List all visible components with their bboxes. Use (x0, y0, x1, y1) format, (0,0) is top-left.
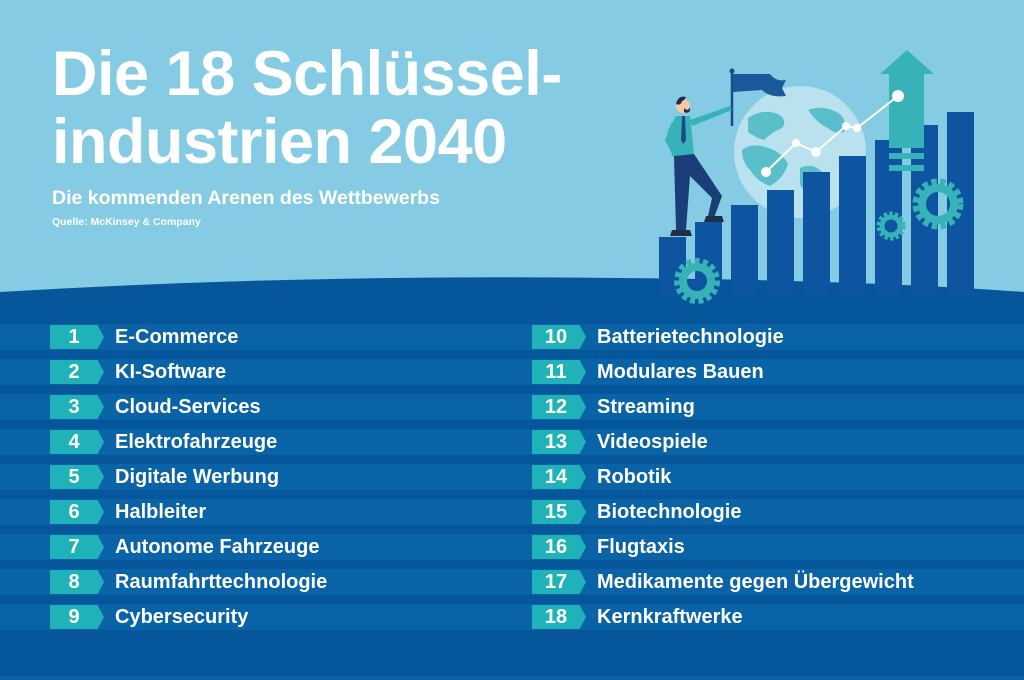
industry-name: Kernkraftwerke (597, 605, 743, 628)
rank-badge: 6 (50, 500, 104, 524)
list-item: 1 E-Commerce (50, 324, 238, 350)
list-item: 16 Flugtaxis (532, 534, 685, 560)
industry-name: Flugtaxis (597, 535, 685, 558)
industry-name: Cloud-Services (115, 395, 261, 418)
globe-icon (734, 86, 866, 218)
illustration-bar (803, 172, 830, 297)
list-item: 11 Modulares Bauen (532, 359, 764, 385)
rank-badge: 14 (532, 465, 586, 489)
trend-line-icon (761, 90, 904, 177)
industry-name: E-Commerce (115, 325, 239, 348)
industry-name: Streaming (597, 395, 695, 418)
title-line-1: Die 18 Schlüssel- (52, 39, 562, 109)
list-item: 6 Halbleiter (50, 499, 206, 525)
rank-badge: 4 (50, 430, 104, 454)
page-title: Die 18 Schlüssel- industrien 2040 (52, 40, 562, 176)
illustration-bar (767, 190, 794, 297)
rank-badge: 11 (532, 360, 586, 384)
industry-name: Batterietechnologie (597, 325, 784, 348)
rank-badge: 12 (532, 395, 586, 419)
list-item: 12 Streaming (532, 394, 695, 420)
list-item: 3 Cloud-Services (50, 394, 261, 420)
flag-icon (729, 68, 786, 126)
gear-icon (674, 178, 964, 304)
title-line-2: industrien 2040 (52, 107, 507, 177)
list-item: 4 Elektrofahrzeuge (50, 429, 277, 455)
list-item: 13 Videospiele (532, 429, 708, 455)
industry-name: Elektrofahrzeuge (115, 430, 278, 453)
rank-badge: 13 (532, 430, 586, 454)
industry-name: Biotechnologie (597, 500, 742, 523)
industry-name: Cybersecurity (115, 605, 249, 628)
list-item: 7 Autonome Fahrzeuge (50, 534, 319, 560)
rank-badge: 10 (532, 325, 586, 349)
industry-name: KI-Software (115, 360, 227, 383)
industry-name: Digitale Werbung (115, 465, 280, 488)
industry-name: Modulares Bauen (597, 360, 764, 383)
list-item: 10 Batterietechnologie (532, 324, 784, 350)
rank-badge: 15 (532, 500, 586, 524)
industry-name: Videospiele (597, 430, 708, 453)
list-item: 5 Digitale Werbung (50, 464, 279, 490)
industry-name: Medikamente gegen Übergewicht (597, 570, 914, 593)
bottom-band (0, 676, 1024, 680)
source-credit: Quelle: McKinsey & Company (52, 216, 201, 228)
rank-badge: 9 (50, 605, 104, 629)
rank-badge: 3 (50, 395, 104, 419)
rank-badge: 2 (50, 360, 104, 384)
subtitle: Die kommenden Arenen des Wettbewerbs (52, 187, 440, 209)
rank-badge: 17 (532, 570, 586, 594)
list-item: 15 Biotechnologie (532, 499, 741, 525)
industry-name: Halbleiter (115, 500, 207, 523)
list-item: 9 Cybersecurity (50, 604, 248, 630)
list-item: 18 Kernkraftwerke (532, 604, 743, 630)
list-item: 14 Robotik (532, 464, 671, 490)
rank-badge: 16 (532, 535, 586, 559)
rank-badge: 1 (50, 325, 104, 349)
illustration-bar (839, 156, 866, 297)
industry-name: Raumfahrttechnologie (115, 570, 328, 593)
arrow-up-icon (880, 50, 934, 171)
rank-badge: 5 (50, 465, 104, 489)
industry-name: Robotik (597, 465, 672, 488)
person-icon (665, 96, 732, 236)
rank-badge: 18 (532, 605, 586, 629)
list-item: 2 KI-Software (50, 359, 226, 385)
list-item: 8 Raumfahrttechnologie (50, 569, 327, 595)
list-item: 17 Medikamente gegen Übergewicht (532, 569, 914, 595)
rank-badge: 8 (50, 570, 104, 594)
illustration-bar (731, 205, 758, 297)
rank-badge: 7 (50, 535, 104, 559)
industry-name: Autonome Fahrzeuge (115, 535, 320, 558)
